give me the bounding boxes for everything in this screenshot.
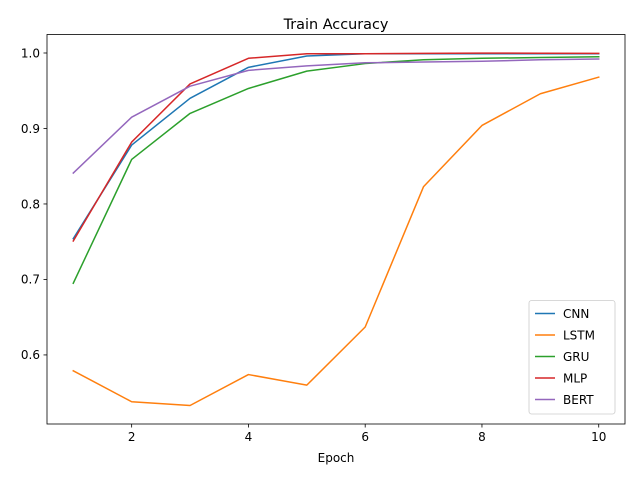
- x-axis: 2 4 6 8 10: [128, 424, 606, 444]
- series-line-lstm: [72, 76, 600, 407]
- x-tick-label: 4: [245, 430, 253, 444]
- y-tick-label: 0.8: [21, 197, 40, 211]
- y-tick-label: 1.0: [21, 46, 40, 60]
- x-tick-label: 8: [478, 430, 486, 444]
- legend-label-mlp: MLP: [563, 371, 587, 385]
- y-tick-label: 0.6: [21, 348, 40, 362]
- plot-area: [72, 52, 600, 407]
- legend-label-gru: GRU: [563, 350, 589, 364]
- x-tick-label: 6: [361, 430, 369, 444]
- legend: CNN LSTM GRU MLP BERT: [528, 300, 616, 415]
- x-tick-label: 10: [591, 430, 606, 444]
- series-line-gru: [72, 56, 600, 285]
- series-line-bert: [72, 58, 600, 175]
- legend-label-lstm: LSTM: [563, 328, 595, 342]
- chart-title: Train Accuracy: [283, 17, 389, 33]
- legend-label-cnn: CNN: [563, 307, 589, 321]
- y-tick-label: 0.9: [21, 122, 40, 136]
- series-line-mlp: [72, 52, 600, 242]
- legend-box: [528, 300, 616, 415]
- legend-label-bert: BERT: [563, 393, 594, 407]
- axes-frame: [46, 34, 626, 425]
- y-axis: 0.6 0.7 0.8 0.9 1.0: [21, 46, 47, 362]
- x-tick-label: 2: [128, 430, 136, 444]
- x-axis-label: Epoch: [318, 451, 355, 465]
- y-tick-label: 0.7: [21, 273, 40, 287]
